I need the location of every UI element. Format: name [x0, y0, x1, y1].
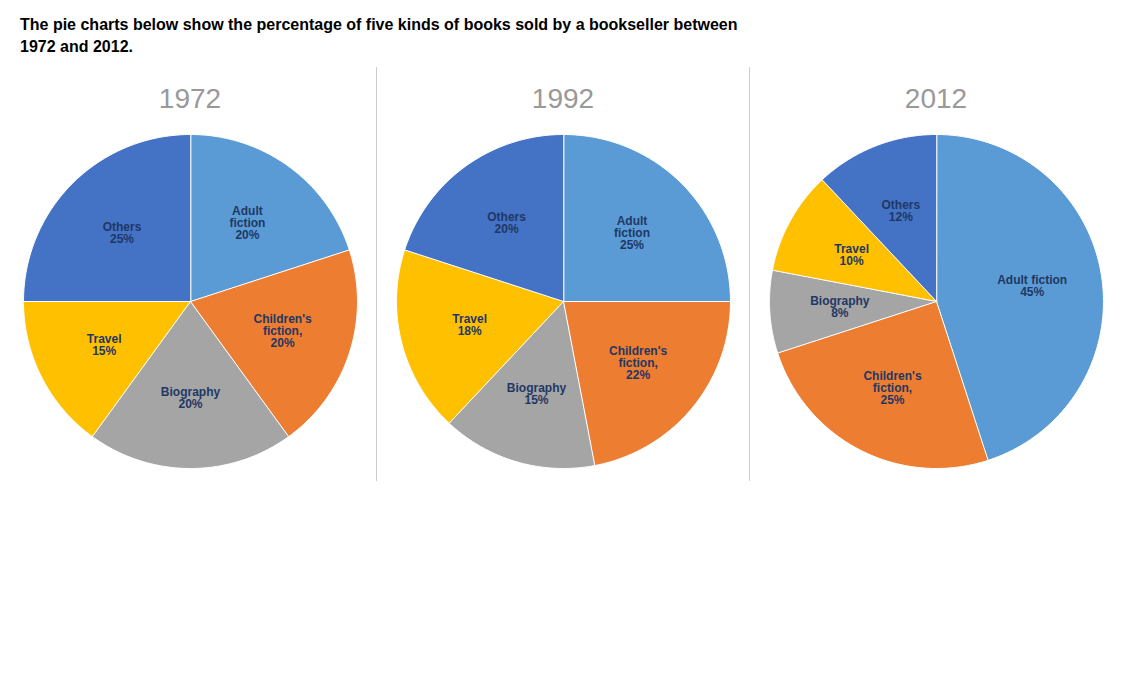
svg-text:Others20%: Others20%	[487, 210, 526, 236]
svg-text:Travel10%: Travel10%	[834, 242, 869, 268]
svg-text:Biography8%: Biography8%	[810, 295, 870, 321]
html-text:1992: 1992	[531, 83, 595, 115]
svg-text:Others25%: Others25%	[103, 220, 142, 246]
svg-text:Children'sfiction,25%: Children'sfiction,25%	[863, 369, 922, 407]
svg-text:Adultfiction25%: Adultfiction25%	[614, 214, 650, 252]
svg-text:Adult fiction45%: Adult fiction45%	[997, 273, 1067, 299]
svg-text:Travel18%: Travel18%	[452, 313, 487, 339]
svg-text:Others12%: Others12%	[882, 198, 921, 224]
svg-text:Biography20%: Biography20%	[161, 385, 221, 411]
svg-text:Children'sfiction,20%: Children'sfiction,20%	[254, 312, 313, 350]
html-text:2012: 2012	[904, 83, 968, 115]
svg-text:Travel15%: Travel15%	[87, 332, 122, 358]
html-text:The pie charts below show the: The pie charts below show the percentage…	[20, 16, 738, 55]
html-text:1972: 1972	[158, 83, 222, 115]
svg-text:Biography15%: Biography15%	[507, 382, 567, 408]
svg-text:Children'sfiction,22%: Children'sfiction,22%	[609, 344, 668, 382]
svg-text:Adultfiction20%: Adultfiction20%	[229, 204, 265, 242]
